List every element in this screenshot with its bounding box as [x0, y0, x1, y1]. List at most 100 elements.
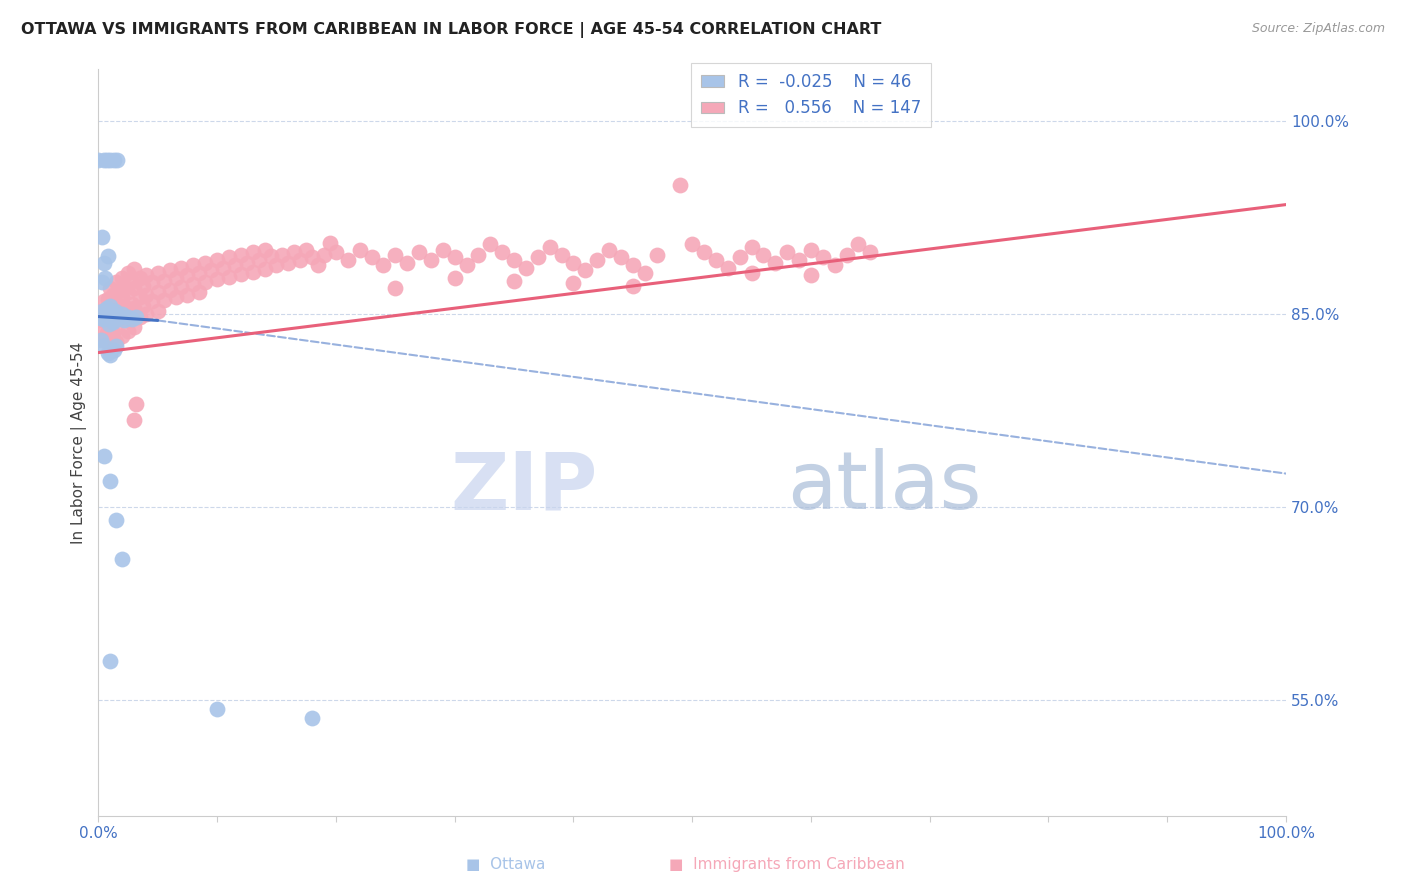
Point	[135, 307, 157, 321]
Point	[205, 252, 228, 267]
Point	[141, 275, 163, 289]
Point	[90, 304, 112, 318]
Point	[271, 248, 294, 262]
Point	[408, 245, 430, 260]
Point	[103, 153, 125, 167]
Point	[312, 248, 335, 262]
Point	[111, 271, 134, 285]
Point	[87, 310, 110, 324]
Point	[259, 249, 281, 263]
Point	[96, 326, 118, 341]
Point	[266, 258, 288, 272]
Point	[229, 267, 252, 281]
Point	[101, 315, 124, 329]
Point	[419, 252, 441, 267]
Point	[146, 266, 169, 280]
Point	[105, 296, 128, 310]
Point	[467, 248, 489, 262]
Point	[526, 251, 548, 265]
Point	[96, 301, 118, 315]
Point	[349, 243, 371, 257]
Point	[325, 245, 347, 260]
Point	[132, 278, 155, 293]
Point	[610, 251, 633, 265]
Point	[107, 304, 129, 318]
Point	[93, 294, 115, 309]
Point	[176, 268, 198, 283]
Point	[90, 229, 112, 244]
Point	[456, 258, 478, 272]
Point	[94, 271, 117, 285]
Point	[105, 513, 128, 527]
Point	[562, 276, 585, 290]
Point	[129, 290, 152, 304]
Point	[105, 275, 128, 289]
Point	[194, 275, 217, 289]
Point	[491, 245, 513, 260]
Point	[645, 248, 668, 262]
Point	[212, 260, 235, 275]
Point	[811, 251, 834, 265]
Point	[242, 264, 264, 278]
Point	[396, 255, 419, 269]
Point	[135, 287, 157, 301]
Point	[98, 348, 121, 362]
Point	[141, 294, 163, 309]
Point	[384, 248, 406, 262]
Point	[277, 255, 299, 269]
Point	[200, 263, 222, 277]
Point	[103, 343, 125, 357]
Point	[101, 326, 124, 341]
Point	[132, 299, 155, 313]
Point	[100, 310, 122, 324]
Point	[443, 271, 465, 285]
Point	[98, 475, 121, 489]
Point	[93, 153, 115, 167]
Point	[598, 243, 620, 257]
Point	[224, 258, 246, 272]
Point	[693, 245, 716, 260]
Point	[253, 262, 276, 277]
Point	[122, 301, 145, 315]
Point	[800, 243, 823, 257]
Point	[87, 310, 110, 324]
Text: atlas: atlas	[787, 449, 981, 526]
Point	[98, 318, 121, 332]
Point	[717, 260, 740, 275]
Point	[562, 255, 585, 269]
Point	[152, 273, 174, 287]
Point	[101, 307, 124, 321]
Point	[728, 251, 751, 265]
Point	[295, 243, 318, 257]
Point	[152, 293, 174, 307]
Point	[360, 251, 382, 265]
Point	[111, 551, 134, 566]
Point	[183, 277, 205, 292]
Point	[105, 316, 128, 330]
Point	[515, 260, 537, 275]
Point	[93, 307, 115, 321]
Point	[97, 345, 120, 359]
Point	[93, 255, 115, 269]
Point	[93, 339, 115, 353]
Point	[91, 312, 114, 326]
Point	[87, 153, 110, 167]
Point	[117, 304, 139, 318]
Point	[538, 240, 561, 254]
Point	[787, 252, 810, 267]
Point	[98, 655, 121, 669]
Point	[98, 299, 121, 313]
Point	[114, 299, 136, 313]
Point	[121, 312, 143, 326]
Point	[586, 252, 609, 267]
Point	[146, 304, 169, 318]
Point	[824, 258, 846, 272]
Point	[848, 237, 870, 252]
Point	[96, 301, 118, 315]
Point	[752, 248, 775, 262]
Point	[373, 258, 395, 272]
Point	[97, 310, 120, 324]
Point	[800, 268, 823, 283]
Text: ZIP: ZIP	[450, 449, 598, 526]
Point	[90, 319, 112, 334]
